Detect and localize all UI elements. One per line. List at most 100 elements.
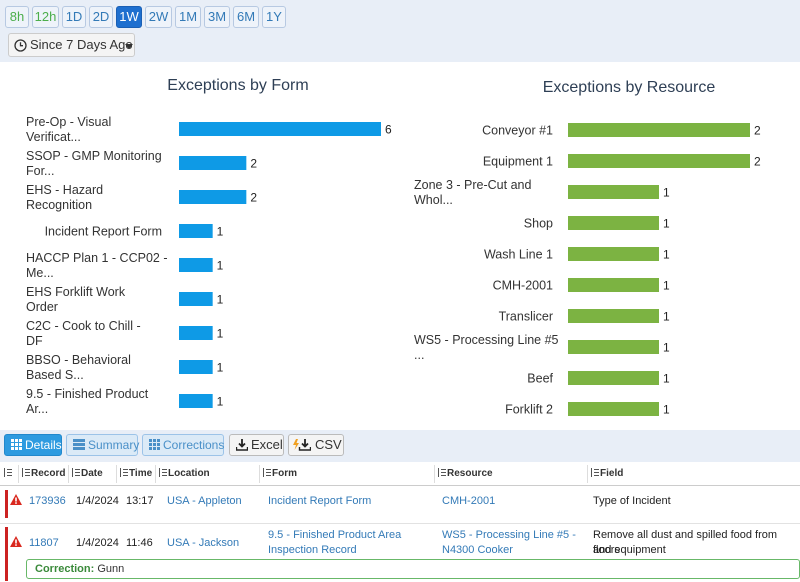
range-2w-button[interactable]: 2W xyxy=(145,6,172,28)
details-tab[interactable]: Details xyxy=(4,434,62,456)
column-divider xyxy=(587,465,588,483)
category-label-6: C2C - Cook to Chill -DF xyxy=(26,319,141,348)
bar-4[interactable] xyxy=(179,258,213,272)
clock-icon xyxy=(14,39,27,52)
bar-8[interactable] xyxy=(568,371,659,385)
range-1w-button[interactable]: 1W xyxy=(116,6,142,28)
field-cell: Remove all dust and spilled food from fl… xyxy=(593,529,778,556)
range-3m-button[interactable]: 3M xyxy=(204,6,230,28)
record-link[interactable]: 11807 xyxy=(29,537,59,549)
header-field-label: Field xyxy=(600,468,624,479)
corrections-tab[interactable]: Corrections xyxy=(142,434,224,456)
chart-title: Exceptions by Resource xyxy=(543,79,716,96)
location-link[interactable]: USA - Jackson xyxy=(167,537,240,549)
bar-5[interactable] xyxy=(568,278,659,292)
column-divider xyxy=(434,465,435,483)
field-cell: Type of Incident xyxy=(593,495,671,507)
form-link[interactable]: Incident Report Form xyxy=(268,495,372,507)
export-csv-button[interactable]: CSV xyxy=(288,434,344,456)
header-record-label: Record xyxy=(31,468,66,479)
download-icon xyxy=(236,439,248,451)
bar-5[interactable] xyxy=(179,292,213,306)
category-label-8: 9.5 - Finished Product Ar... xyxy=(26,387,149,416)
header-resource-label: Resource xyxy=(447,468,493,479)
category-label-1: Equipment 1 xyxy=(483,155,553,169)
bar-6[interactable] xyxy=(179,326,213,340)
header-time-label: Time xyxy=(129,468,153,479)
category-label-7: BBSO - Behavioral Based S... xyxy=(26,353,131,382)
category-label-7: WS5 - Processing Line #5... xyxy=(414,333,559,362)
header-form[interactable]: Form xyxy=(263,468,297,479)
bar-1[interactable] xyxy=(179,156,247,170)
resource-link[interactable]: CMH-2001 xyxy=(442,495,496,507)
range-1m-button[interactable]: 1M xyxy=(175,6,201,28)
data-label-0: 6 xyxy=(385,123,392,137)
field-cell-line2: and equipment xyxy=(593,544,666,556)
range-8h-button[interactable]: 8h xyxy=(5,6,29,28)
since-dropdown[interactable]: Since 7 Days Ago xyxy=(8,33,135,57)
location-link[interactable]: USA - Appleton xyxy=(167,495,242,507)
warning-icon xyxy=(10,494,22,505)
column-divider xyxy=(18,465,19,483)
data-label-8: 1 xyxy=(663,372,670,386)
category-label-2: Zone 3 - Pre-Cut and Whol... xyxy=(414,178,531,207)
export-excel-button[interactable]: Excel xyxy=(229,434,284,456)
bar-3[interactable] xyxy=(179,224,213,238)
list-icon xyxy=(73,439,85,450)
grid-icon xyxy=(11,439,22,450)
range-12h-button[interactable]: 12h xyxy=(32,6,59,28)
data-label-5: 1 xyxy=(217,293,224,307)
bar-2[interactable] xyxy=(568,185,659,199)
record-link[interactable]: 173936 xyxy=(29,495,66,507)
exception-indicator xyxy=(5,490,8,518)
bar-3[interactable] xyxy=(568,216,659,230)
header-resource[interactable]: Resource xyxy=(438,468,493,479)
data-label-4: 1 xyxy=(663,248,670,262)
resource-link[interactable]: WS5 - Processing Line #5 - xyxy=(442,529,576,541)
category-label-6: Translicer xyxy=(499,310,553,324)
data-label-0: 2 xyxy=(754,124,761,138)
bar-0[interactable] xyxy=(179,122,381,136)
header-location-label: Location xyxy=(168,468,210,479)
bar-1[interactable] xyxy=(568,154,750,168)
exceptions-by-resource-chart: Exceptions by Resource 2 Conveyor #1 2 Equi… xyxy=(414,79,761,417)
column-divider xyxy=(259,465,260,483)
sort-icon xyxy=(120,468,128,477)
form-link-line2[interactable]: Inspection Record xyxy=(268,544,357,556)
export-excel-label: Excel xyxy=(251,437,283,452)
header-location[interactable]: Location xyxy=(159,468,210,479)
table-row[interactable]: 173936 1/4/2024 13:17 USA - Appleton Inc… xyxy=(0,486,800,524)
bar-7[interactable] xyxy=(179,360,213,374)
range-6m-button[interactable]: 6M xyxy=(233,6,259,28)
data-label-3: 1 xyxy=(663,217,670,231)
data-label-9: 1 xyxy=(663,403,670,417)
header-time[interactable]: Time xyxy=(120,468,152,479)
summary-tab[interactable]: Summary xyxy=(66,434,139,456)
table-row[interactable]: 11807 1/4/2024 11:46 USA - Jackson 9.5 -… xyxy=(0,525,800,581)
sort-icon xyxy=(22,468,30,477)
bar-8[interactable] xyxy=(179,394,213,408)
details-tab-label: Details xyxy=(25,438,62,452)
bar-0[interactable] xyxy=(568,123,750,137)
header-field[interactable]: Field xyxy=(591,468,623,479)
resource-link-line2[interactable]: N4300 Cooker xyxy=(442,544,513,556)
header-sort-indicator[interactable] xyxy=(4,468,13,479)
bar-2[interactable] xyxy=(179,190,247,204)
category-label-3: Incident Report Form xyxy=(45,225,162,239)
data-label-3: 1 xyxy=(217,225,224,239)
header-date[interactable]: Date xyxy=(72,468,103,479)
bar-7[interactable] xyxy=(568,340,659,354)
data-label-4: 1 xyxy=(217,259,224,273)
form-link[interactable]: 9.5 - Finished Product Area xyxy=(268,529,402,541)
bar-4[interactable] xyxy=(568,247,659,261)
bar-9[interactable] xyxy=(568,402,659,416)
sort-icon xyxy=(4,468,12,477)
time-range-bar: 8h 12h 1D 2D 1W 2W 1M 3M 6M 1Y Since 7 D… xyxy=(0,0,800,62)
category-label-4: Wash Line 1 xyxy=(484,248,553,262)
range-1y-button[interactable]: 1Y xyxy=(262,6,286,28)
bar-6[interactable] xyxy=(568,309,659,323)
range-1d-button[interactable]: 1D xyxy=(62,6,86,28)
grid-toolbar: Details Summary Corrections Excel CSV xyxy=(0,430,800,462)
header-record[interactable]: Record xyxy=(22,468,65,479)
range-2d-button[interactable]: 2D xyxy=(89,6,113,28)
